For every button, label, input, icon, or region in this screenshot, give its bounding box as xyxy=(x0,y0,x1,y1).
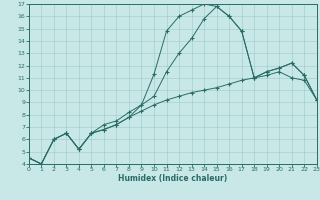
X-axis label: Humidex (Indice chaleur): Humidex (Indice chaleur) xyxy=(118,174,228,183)
